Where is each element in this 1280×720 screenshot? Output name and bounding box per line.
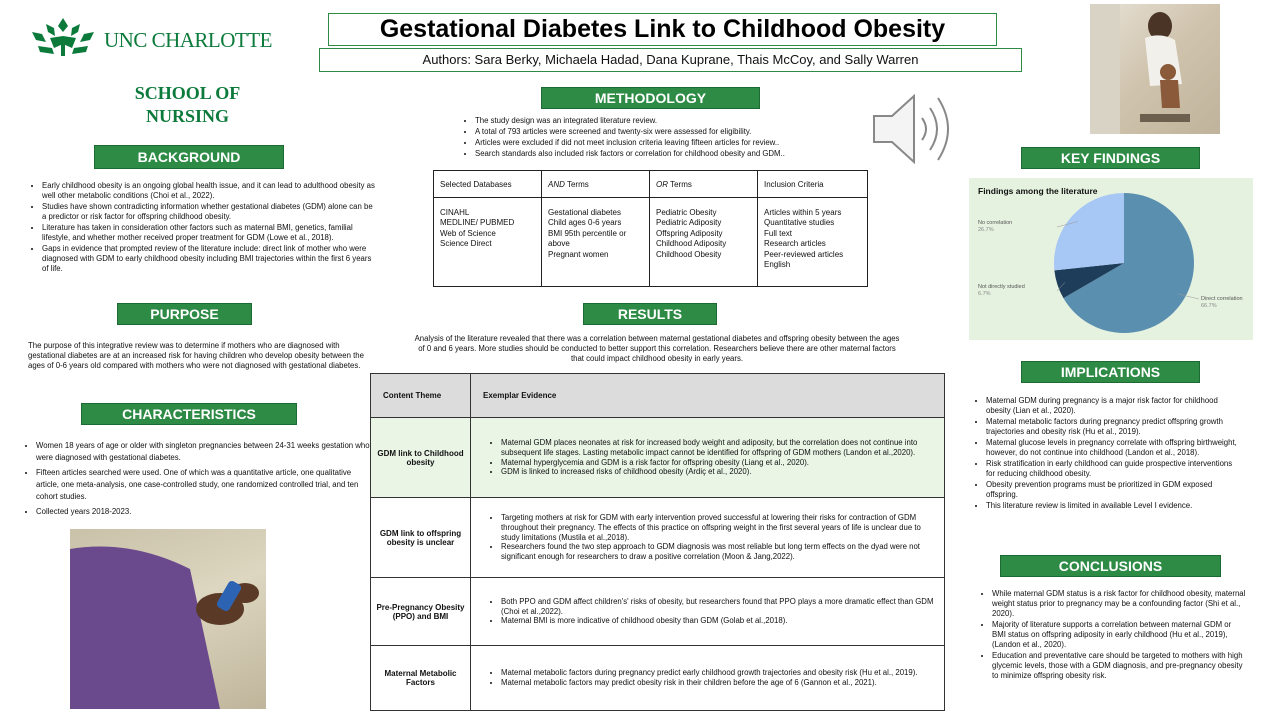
evidence-cell: Maternal metabolic factors during pregna… bbox=[470, 645, 945, 711]
findings-chart: Findings among the literature Direct cor… bbox=[969, 178, 1253, 340]
purpose-text: The purpose of this integrative review w… bbox=[28, 341, 364, 370]
list-item: Obesity prevention programs must be prio… bbox=[986, 480, 1240, 500]
methodology-list: The study design was an integrated liter… bbox=[445, 116, 865, 159]
implications-header: IMPLICATIONS bbox=[1021, 361, 1200, 383]
or-terms-cell: Pediatric Obesity Pediatric Adiposity Of… bbox=[649, 197, 758, 287]
table-row: GDM link to Childhood obesity Maternal G… bbox=[370, 417, 945, 498]
list-item: Studies have shown contradicting informa… bbox=[42, 202, 376, 222]
list-item: Majority of literature supports a correl… bbox=[992, 620, 1246, 650]
pie-value-label: 66.7% bbox=[1201, 303, 1217, 309]
conclusions-section: While maternal GDM status is a risk fact… bbox=[978, 589, 1246, 682]
methodology-header: METHODOLOGY bbox=[541, 87, 760, 109]
list-item: Fifteen articles searched were used. One… bbox=[36, 467, 372, 503]
pie-leader-line bbox=[1056, 221, 1078, 228]
list-item: Risk stratification in early childhood c… bbox=[986, 459, 1240, 479]
theme-cell: GDM link to offspring obesity is unclear bbox=[370, 497, 471, 578]
pie-leader-line bbox=[1056, 282, 1066, 292]
list-item: Gaps in evidence that prompted review of… bbox=[42, 244, 376, 274]
list-item: Maternal glucose levels in pregnancy cor… bbox=[986, 438, 1240, 458]
theme-cell: Maternal Metabolic Factors bbox=[370, 645, 471, 711]
list-item: Early childhood obesity is an ongoing gl… bbox=[42, 181, 376, 201]
chart-title: Findings among the literature bbox=[978, 186, 1098, 196]
results-table: Content Theme Exemplar Evidence GDM link… bbox=[370, 373, 945, 711]
logo-text: UNC CHARLOTTE bbox=[104, 28, 272, 52]
pie-slice-direct-correlation bbox=[1063, 193, 1194, 333]
list-item: Articles were excluded if did not meet i… bbox=[475, 138, 865, 148]
pie-leader-line bbox=[1177, 293, 1200, 300]
unc-charlotte-crown-logo bbox=[32, 18, 94, 56]
pie-slice-not-directly-studied bbox=[1054, 263, 1124, 299]
pie-slice-no-correlation bbox=[1054, 193, 1124, 271]
mother-child-photo bbox=[1090, 4, 1220, 134]
list-item: Maternal metabolic factors during pregna… bbox=[986, 417, 1240, 437]
conclusions-header: CONCLUSIONS bbox=[1000, 555, 1221, 577]
pie-label: Direct correlation bbox=[1201, 296, 1243, 302]
results-intro: Analysis of the literature revealed that… bbox=[414, 334, 900, 363]
background-section: Early childhood obesity is an ongoing gl… bbox=[28, 181, 376, 275]
list-item: Maternal GDM during pregnancy is a major… bbox=[986, 396, 1240, 416]
evidence-cell: Both PPO and GDM affect children's' risk… bbox=[470, 577, 945, 646]
table-header: Exemplar Evidence bbox=[470, 373, 945, 418]
table-header: Content Theme bbox=[370, 373, 471, 418]
evidence-cell: Targeting mothers at risk for GDM with e… bbox=[470, 497, 945, 578]
table-header: AND Terms bbox=[541, 170, 650, 198]
methodology-section: The study design was an integrated liter… bbox=[445, 116, 865, 160]
pie-value-label: 26.7% bbox=[978, 227, 994, 233]
list-item: This literature review is limited in ava… bbox=[986, 501, 1240, 511]
table-row: Maternal Metabolic Factors Maternal meta… bbox=[370, 645, 945, 711]
table-row: GDM link to offspring obesity is unclear… bbox=[370, 497, 945, 578]
table-row: Pre-Pregnancy Obesity (PPO) and BMI Both… bbox=[370, 577, 945, 646]
and-terms-cell: Gestational diabetes Child ages 0-6 year… bbox=[541, 197, 650, 287]
list-item: Literature has taken in consideration ot… bbox=[42, 223, 376, 243]
characteristics-header: CHARACTERISTICS bbox=[81, 403, 297, 425]
theme-cell: Pre-Pregnancy Obesity (PPO) and BMI bbox=[370, 577, 471, 646]
glucose-test-photo bbox=[70, 529, 266, 709]
list-item: The study design was an integrated liter… bbox=[475, 116, 865, 126]
key-findings-header: KEY FINDINGS bbox=[1021, 147, 1200, 169]
characteristics-list: Women 18 years of age or older with sing… bbox=[22, 440, 372, 518]
speaker-audio-icon[interactable] bbox=[870, 88, 962, 170]
table-header: Inclusion Criteria bbox=[757, 170, 868, 198]
unc-charlotte-logo: UNC CHARLOTTE bbox=[28, 18, 288, 58]
poster-title: Gestational Diabetes Link to Childhood O… bbox=[328, 13, 997, 46]
characteristics-section: Women 18 years of age or older with sing… bbox=[22, 440, 372, 519]
authors: Authors: Sara Berky, Michaela Hadad, Dan… bbox=[319, 48, 1022, 72]
list-item: Education and preventative care should b… bbox=[992, 651, 1246, 681]
pie-label: Not directly studied bbox=[978, 284, 1025, 290]
table-header: Selected Databases bbox=[433, 170, 542, 198]
databases-cell: CINAHL MEDLINE/ PUBMED Web of Science Sc… bbox=[433, 197, 542, 287]
implications-section: Maternal GDM during pregnancy is a major… bbox=[972, 396, 1240, 512]
purpose-header: PURPOSE bbox=[117, 303, 252, 325]
theme-cell: GDM link to Childhood obesity bbox=[370, 417, 471, 498]
search-criteria-table: Selected Databases AND Terms OR Terms In… bbox=[433, 170, 868, 287]
inclusion-cell: Articles within 5 years Quantitative stu… bbox=[757, 197, 868, 287]
evidence-cell: Maternal GDM places neonates at risk for… bbox=[470, 417, 945, 498]
pie-label: No correlation bbox=[978, 220, 1012, 226]
table-header: OR Terms bbox=[649, 170, 758, 198]
background-header: BACKGROUND bbox=[94, 145, 284, 169]
list-item: Collected years 2018-2023. bbox=[36, 506, 372, 518]
list-item: While maternal GDM status is a risk fact… bbox=[992, 589, 1246, 619]
school-name: SCHOOL OF NURSING bbox=[134, 83, 241, 126]
list-item: Search standards also included risk fact… bbox=[475, 149, 865, 159]
list-item: Women 18 years of age or older with sing… bbox=[36, 440, 372, 464]
pie-value-label: 6.7% bbox=[978, 291, 991, 297]
background-list: Early childhood obesity is an ongoing gl… bbox=[28, 181, 376, 274]
list-item: A total of 793 articles were screened an… bbox=[475, 127, 865, 137]
results-header: RESULTS bbox=[583, 303, 717, 325]
